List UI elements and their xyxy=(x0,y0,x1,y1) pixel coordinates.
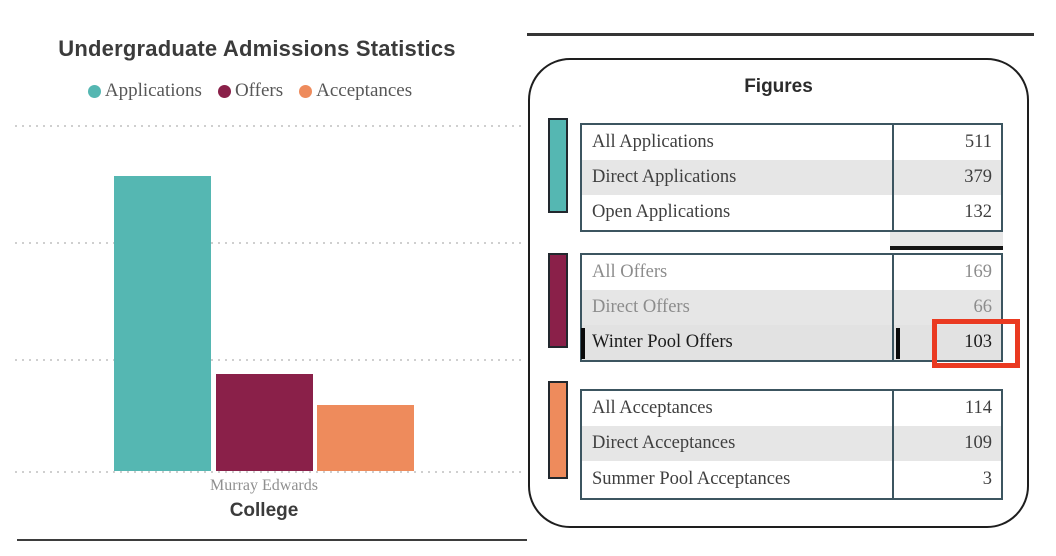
table-row-winter-pool-offers[interactable]: Winter Pool Offers 103 xyxy=(582,325,1001,360)
x-tick-label: Murray Edwards xyxy=(210,477,318,494)
legend-label: Offers xyxy=(234,80,284,101)
row-label: All Acceptances xyxy=(592,398,713,418)
legend-dot-offers-icon xyxy=(217,84,231,98)
row-value: 132 xyxy=(892,195,1001,230)
legend-label: Acceptances xyxy=(316,80,413,101)
table-row[interactable]: Direct Applications 379 xyxy=(582,160,1001,195)
row-label: Open Applications xyxy=(592,202,731,222)
table-row[interactable]: All Applications 511 xyxy=(582,125,1001,160)
row-value: 114 xyxy=(892,391,1001,426)
row-label: Direct Offers xyxy=(592,297,690,317)
legend-item-acceptances[interactable]: Acceptances xyxy=(299,80,412,102)
row-label: Winter Pool Offers xyxy=(592,332,733,352)
row-value: 379 xyxy=(892,160,1001,195)
row-value: 103 xyxy=(892,325,1001,360)
gridline-400 xyxy=(15,242,523,244)
figures-table-acceptances: All Acceptances 114 Direct Acceptances 1… xyxy=(580,389,1003,500)
row-label: Direct Acceptances xyxy=(592,433,736,453)
row-label: All Applications xyxy=(592,132,714,152)
bar-offers[interactable] xyxy=(216,374,313,471)
series-swatch-acceptances xyxy=(548,381,568,479)
row-value: 3 xyxy=(892,461,1001,498)
row-value: 109 xyxy=(892,426,1001,461)
legend-dot-acceptances-icon xyxy=(299,84,313,98)
legend-label: Applications xyxy=(104,80,202,101)
figures-table-offers: All Offers 169 Direct Offers 66 Winter P… xyxy=(580,253,1003,362)
figures-panel-title: Figures xyxy=(744,76,813,97)
chart-bottom-border xyxy=(17,539,527,541)
table-row[interactable]: Summer Pool Acceptances 3 xyxy=(582,461,1001,498)
table-row[interactable]: All Offers 169 xyxy=(582,255,1001,290)
table-row[interactable]: Direct Offers 66 xyxy=(582,290,1001,325)
series-swatch-applications xyxy=(548,118,568,213)
table-row[interactable]: All Acceptances 114 xyxy=(582,391,1001,426)
chart-legend: Applications Offers Acceptances xyxy=(0,80,500,102)
gridline-0 xyxy=(15,471,523,473)
x-axis-label: College xyxy=(229,500,299,521)
chart-title: Undergraduate Admissions Statistics xyxy=(58,36,456,61)
gridline-600 xyxy=(15,125,523,127)
row-value: 511 xyxy=(892,125,1001,160)
text-cursor xyxy=(896,328,900,359)
row-value: 66 xyxy=(892,290,1001,325)
legend-dot-applications-icon xyxy=(87,84,101,98)
row-label: Direct Applications xyxy=(592,167,737,187)
text-cursor xyxy=(581,328,585,359)
figures-table-applications: All Applications 511 Direct Applications… xyxy=(580,123,1003,232)
panel-top-divider xyxy=(527,33,1034,36)
series-swatch-offers xyxy=(548,253,568,348)
legend-item-offers[interactable]: Offers xyxy=(217,80,284,102)
scroll-remnant-strip xyxy=(890,232,1003,246)
bar-applications[interactable] xyxy=(114,176,211,471)
legend-item-applications[interactable]: Applications xyxy=(87,80,202,102)
row-label: All Offers xyxy=(592,262,668,282)
gridline-200 xyxy=(15,359,523,361)
table-row[interactable]: Direct Acceptances 109 xyxy=(582,426,1001,461)
row-label: Summer Pool Acceptances xyxy=(592,469,791,489)
table-row[interactable]: Open Applications 132 xyxy=(582,195,1001,230)
scroll-divider-line xyxy=(890,246,1003,250)
highlight-box xyxy=(932,319,1020,368)
row-value: 169 xyxy=(892,255,1001,290)
bar-acceptances[interactable] xyxy=(317,405,414,471)
